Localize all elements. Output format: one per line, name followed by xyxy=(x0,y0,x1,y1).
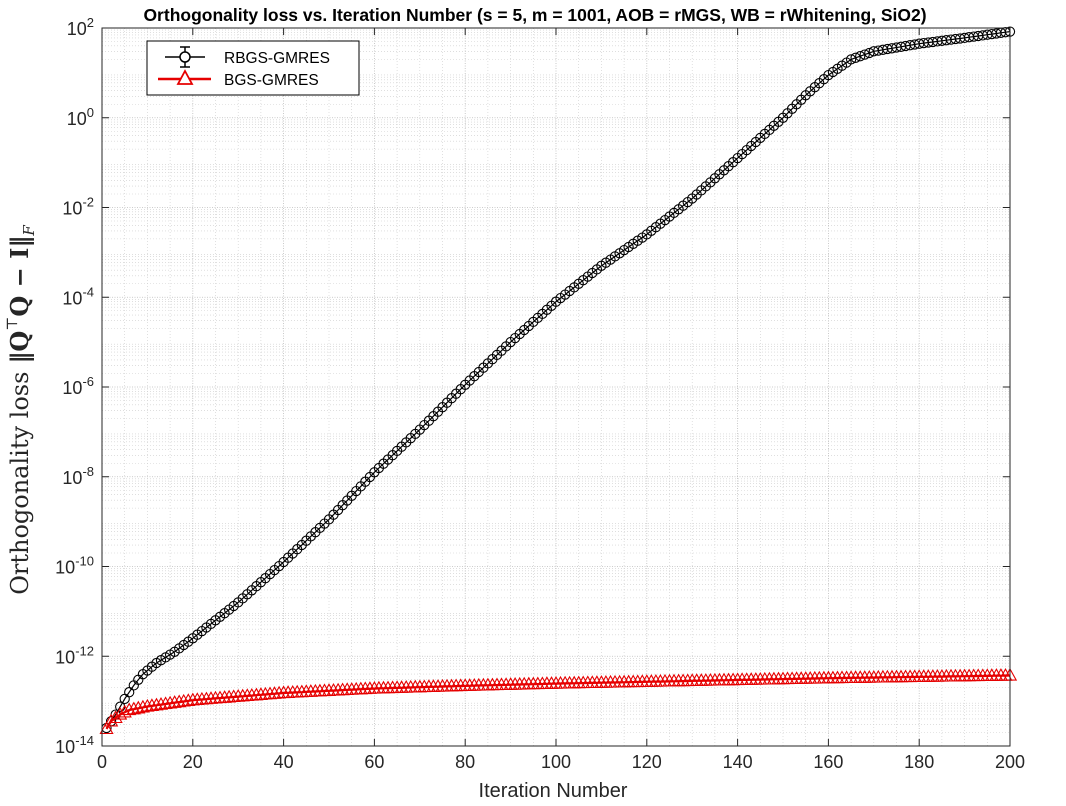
x-tick-label: 200 xyxy=(995,752,1025,772)
data-point xyxy=(181,693,196,706)
legend-entry-bgs: BGS-GMRES xyxy=(158,69,319,89)
y-axis-label-text: Orthogonality loss xyxy=(6,372,34,595)
y-tick-label-base: 10 xyxy=(55,737,75,757)
x-tick-label: 0 xyxy=(97,752,107,772)
y-tick-label: 10-4 xyxy=(62,284,94,308)
y-tick-label: 10-8 xyxy=(62,464,94,488)
x-tick-label: 180 xyxy=(904,752,934,772)
chart-title: Orthogonality loss vs. Iteration Number … xyxy=(143,5,926,25)
x-tick-label: 120 xyxy=(632,752,662,772)
x-tick-label: 80 xyxy=(455,752,475,772)
data-point xyxy=(167,695,182,708)
legend-entry-rbgs: RBGS-GMRES xyxy=(165,46,330,68)
axes xyxy=(101,27,1011,747)
data-point xyxy=(172,694,187,708)
series-layer xyxy=(99,26,1018,735)
y-tick-label-base: 10 xyxy=(55,558,75,578)
x-tick-label: 20 xyxy=(183,752,203,772)
legend-marker-triangle xyxy=(176,69,194,85)
data-point xyxy=(162,695,178,709)
y-tick-label-exponent: -8 xyxy=(82,464,94,479)
data-point xyxy=(859,49,870,60)
data-point xyxy=(126,701,141,715)
y-tick-label-exponent: -10 xyxy=(75,554,94,569)
y-tick-label-exponent: -12 xyxy=(75,643,94,658)
legend-box xyxy=(146,40,360,96)
y-tick-label-base: 10 xyxy=(67,109,87,129)
data-point xyxy=(117,704,132,718)
x-tick-label: 60 xyxy=(364,752,384,772)
data-point xyxy=(158,696,173,710)
y-tick-label: 10-14 xyxy=(55,733,94,757)
series-rbgs-gmres xyxy=(101,26,1016,734)
y-tick-label: 10-10 xyxy=(55,554,94,578)
y-axis-label-sub: F xyxy=(20,225,38,237)
data-point xyxy=(149,697,164,711)
data-point xyxy=(131,700,146,714)
data-point xyxy=(103,713,119,727)
data-point xyxy=(845,54,857,65)
data-point xyxy=(855,51,866,62)
y-tick-label-base: 10 xyxy=(62,378,82,398)
y-tick-label: 10-12 xyxy=(55,643,94,667)
x-tick-label: 40 xyxy=(274,752,294,772)
y-tick-label-exponent: -4 xyxy=(82,284,94,299)
y-axis-label: Orthogonality loss ‖Q⊤Q − I‖F xyxy=(3,225,38,595)
data-point xyxy=(135,699,150,713)
x-tick-label: 140 xyxy=(723,752,753,772)
legend-marker-circle xyxy=(179,51,191,63)
x-tick-label: 160 xyxy=(813,752,843,772)
y-tick-label-base: 10 xyxy=(67,19,87,39)
data-point xyxy=(144,698,160,711)
data-point xyxy=(176,693,191,707)
y-tick-label-base: 10 xyxy=(62,288,82,308)
legend-label-bgs: BGS-GMRES xyxy=(224,72,319,89)
y-tick-label: 10-2 xyxy=(62,195,94,219)
data-point xyxy=(122,702,137,716)
y-tick-label-exponent: 0 xyxy=(87,105,94,120)
y-tick-label-exponent: -2 xyxy=(82,195,94,210)
data-point xyxy=(140,698,155,712)
y-tick-label: 102 xyxy=(67,15,94,39)
y-axis-label-sup: ⊤ xyxy=(3,317,21,331)
y-tick-label-base: 10 xyxy=(62,199,82,219)
y-tick-label-exponent: -6 xyxy=(82,374,94,389)
legend: RBGS-GMRES BGS-GMRES xyxy=(146,40,360,96)
data-point xyxy=(850,52,861,63)
y-tick-label-exponent: -14 xyxy=(75,733,94,748)
series-bgs-gmres xyxy=(99,667,1018,735)
y-tick-label-base: 10 xyxy=(55,647,75,667)
data-point xyxy=(153,696,169,710)
y-tick-label: 10-6 xyxy=(62,374,94,398)
y-axis-label-formula: ‖Q xyxy=(5,331,34,364)
y-tick-label-exponent: 2 xyxy=(87,15,94,30)
tick-labels: 0 20 40 60 80 100 120 140 160 180 20010-1410-1210-… xyxy=(55,15,1025,772)
data-point xyxy=(99,721,114,735)
y-axis-label-formula2: Q − I‖ xyxy=(5,236,34,317)
x-tick-label: 100 xyxy=(541,752,571,772)
y-tick-label: 100 xyxy=(67,105,94,129)
legend-label-rbgs: RBGS-GMRES xyxy=(224,50,330,67)
y-tick-label-base: 10 xyxy=(62,468,82,488)
x-axis-label: Iteration Number xyxy=(479,780,628,801)
